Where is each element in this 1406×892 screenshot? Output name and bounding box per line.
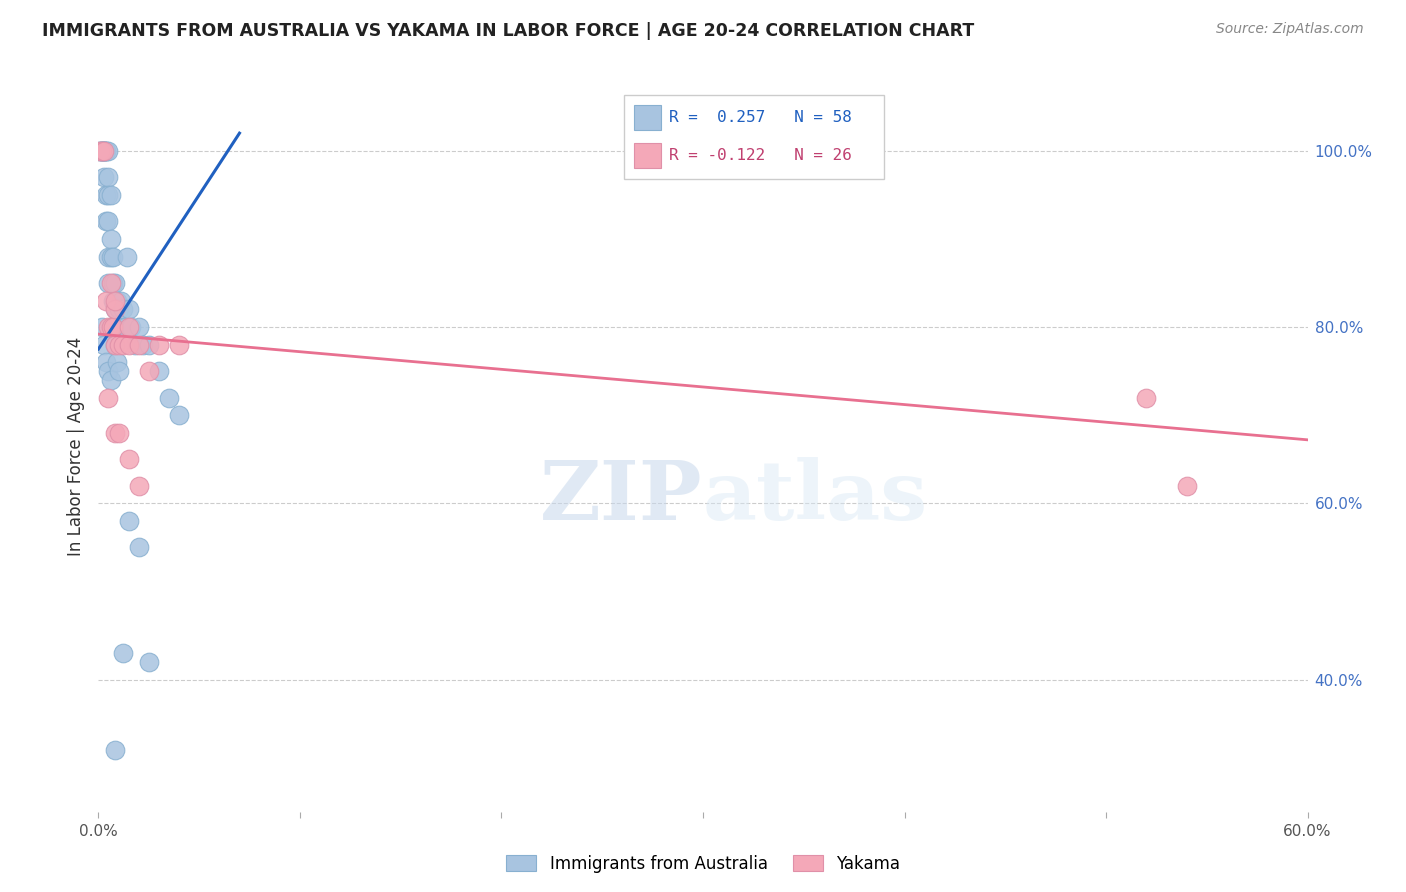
Point bbox=[103, 337, 125, 351]
Point bbox=[93, 144, 115, 158]
Point bbox=[107, 302, 129, 317]
Point bbox=[100, 373, 122, 387]
Point bbox=[114, 320, 136, 334]
Point bbox=[105, 355, 128, 369]
Text: atlas: atlas bbox=[703, 458, 928, 537]
Point bbox=[96, 187, 118, 202]
Point bbox=[107, 337, 129, 351]
Point bbox=[97, 320, 120, 334]
Point bbox=[100, 250, 122, 264]
Point bbox=[93, 144, 115, 158]
Point bbox=[1175, 478, 1198, 492]
Point bbox=[96, 144, 118, 158]
Point bbox=[167, 408, 190, 422]
Point bbox=[138, 337, 160, 351]
FancyBboxPatch shape bbox=[624, 95, 884, 179]
Point bbox=[148, 337, 170, 351]
Point bbox=[103, 302, 125, 317]
Point bbox=[96, 355, 118, 369]
Point bbox=[96, 144, 118, 158]
Point bbox=[111, 646, 134, 660]
Point bbox=[111, 302, 134, 317]
Point bbox=[118, 320, 141, 334]
Point bbox=[110, 293, 132, 308]
Legend: Immigrants from Australia, Yakama: Immigrants from Australia, Yakama bbox=[499, 848, 907, 880]
Point bbox=[93, 144, 115, 158]
Text: Source: ZipAtlas.com: Source: ZipAtlas.com bbox=[1216, 22, 1364, 37]
Point bbox=[97, 250, 120, 264]
Point bbox=[157, 391, 180, 405]
Point bbox=[118, 514, 141, 528]
Point bbox=[124, 337, 146, 351]
Point bbox=[115, 250, 138, 264]
Point bbox=[1135, 391, 1157, 405]
Y-axis label: In Labor Force | Age 20-24: In Labor Force | Age 20-24 bbox=[66, 336, 84, 556]
Text: R = -0.122   N = 26: R = -0.122 N = 26 bbox=[669, 148, 852, 163]
Point bbox=[107, 364, 129, 378]
Point bbox=[101, 276, 124, 290]
Point bbox=[107, 320, 129, 334]
Point bbox=[89, 144, 111, 158]
Point bbox=[101, 250, 124, 264]
Point bbox=[101, 320, 124, 334]
Point bbox=[96, 214, 118, 228]
Point bbox=[105, 293, 128, 308]
Point bbox=[128, 337, 150, 351]
Point bbox=[91, 144, 114, 158]
Point bbox=[97, 214, 120, 228]
Point bbox=[100, 232, 122, 246]
Point bbox=[91, 144, 114, 158]
Point bbox=[100, 276, 122, 290]
Point bbox=[103, 302, 125, 317]
FancyBboxPatch shape bbox=[634, 105, 661, 130]
Point bbox=[118, 452, 141, 467]
Point bbox=[103, 276, 125, 290]
Point bbox=[97, 144, 120, 158]
Point bbox=[101, 320, 124, 334]
Point bbox=[111, 337, 134, 351]
Point bbox=[120, 320, 142, 334]
Point bbox=[97, 391, 120, 405]
Point bbox=[128, 320, 150, 334]
Point bbox=[96, 293, 118, 308]
Point bbox=[138, 364, 160, 378]
Point bbox=[93, 170, 115, 185]
Text: IMMIGRANTS FROM AUSTRALIA VS YAKAMA IN LABOR FORCE | AGE 20-24 CORRELATION CHART: IMMIGRANTS FROM AUSTRALIA VS YAKAMA IN L… bbox=[42, 22, 974, 40]
Point bbox=[100, 187, 122, 202]
Point bbox=[107, 425, 129, 440]
Point bbox=[97, 170, 120, 185]
Text: R =  0.257   N = 58: R = 0.257 N = 58 bbox=[669, 110, 852, 125]
Point bbox=[103, 425, 125, 440]
Point bbox=[97, 364, 120, 378]
Point bbox=[132, 337, 155, 351]
Point bbox=[167, 337, 190, 351]
Point bbox=[128, 478, 150, 492]
Point bbox=[91, 144, 114, 158]
Point bbox=[97, 276, 120, 290]
Point bbox=[148, 364, 170, 378]
Point bbox=[103, 743, 125, 757]
Text: ZIP: ZIP bbox=[540, 458, 703, 537]
Point bbox=[93, 337, 115, 351]
Point bbox=[97, 187, 120, 202]
Point bbox=[91, 320, 114, 334]
Point bbox=[89, 144, 111, 158]
Point bbox=[118, 337, 141, 351]
Point bbox=[93, 144, 115, 158]
Point bbox=[103, 293, 125, 308]
Point bbox=[118, 302, 141, 317]
FancyBboxPatch shape bbox=[634, 144, 661, 168]
Point bbox=[138, 655, 160, 669]
Point bbox=[101, 293, 124, 308]
Point bbox=[100, 320, 122, 334]
Point bbox=[103, 337, 125, 351]
Point bbox=[89, 144, 111, 158]
Point bbox=[128, 541, 150, 555]
Point bbox=[91, 144, 114, 158]
Point bbox=[93, 144, 115, 158]
